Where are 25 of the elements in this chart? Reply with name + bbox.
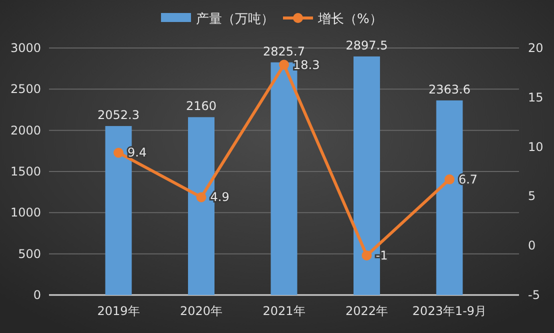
y2-tick-label: 20 bbox=[528, 41, 544, 55]
legend-label: 产量（万吨） bbox=[196, 12, 274, 27]
data-label: 2363.6 bbox=[428, 82, 470, 96]
x-tick-label: 2021年 bbox=[262, 304, 306, 318]
y-tick-label: 1000 bbox=[10, 206, 41, 220]
data-label: 2897.5 bbox=[346, 38, 388, 52]
y-tick-label: 3000 bbox=[10, 41, 41, 55]
x-tick-label: 2022年 bbox=[345, 304, 388, 318]
x-tick-label: 2020年 bbox=[180, 304, 223, 318]
y2-tick-label: -5 bbox=[528, 288, 540, 302]
y-tick-label: 0 bbox=[33, 288, 41, 302]
y2-tick-label: 0 bbox=[528, 238, 536, 253]
y-tick-label: 500 bbox=[18, 246, 41, 261]
y2-tick-label: 15 bbox=[528, 90, 544, 104]
x-tick-label: 2019年 bbox=[97, 304, 140, 318]
y-tick-label: 1500 bbox=[10, 164, 41, 178]
y2-tick-label: 10 bbox=[528, 140, 544, 154]
y-tick-label: 2000 bbox=[10, 123, 41, 138]
x-tick-label: 2023年1-9月 bbox=[412, 304, 487, 318]
data-label: 2825.7 bbox=[263, 44, 305, 58]
legend-label: 增长（%） bbox=[317, 12, 382, 27]
data-label: 2160 bbox=[186, 99, 217, 114]
data-label: 2052.3 bbox=[98, 108, 140, 122]
y-tick-label: 2500 bbox=[10, 82, 41, 96]
y2-tick-label: 5 bbox=[528, 189, 536, 204]
